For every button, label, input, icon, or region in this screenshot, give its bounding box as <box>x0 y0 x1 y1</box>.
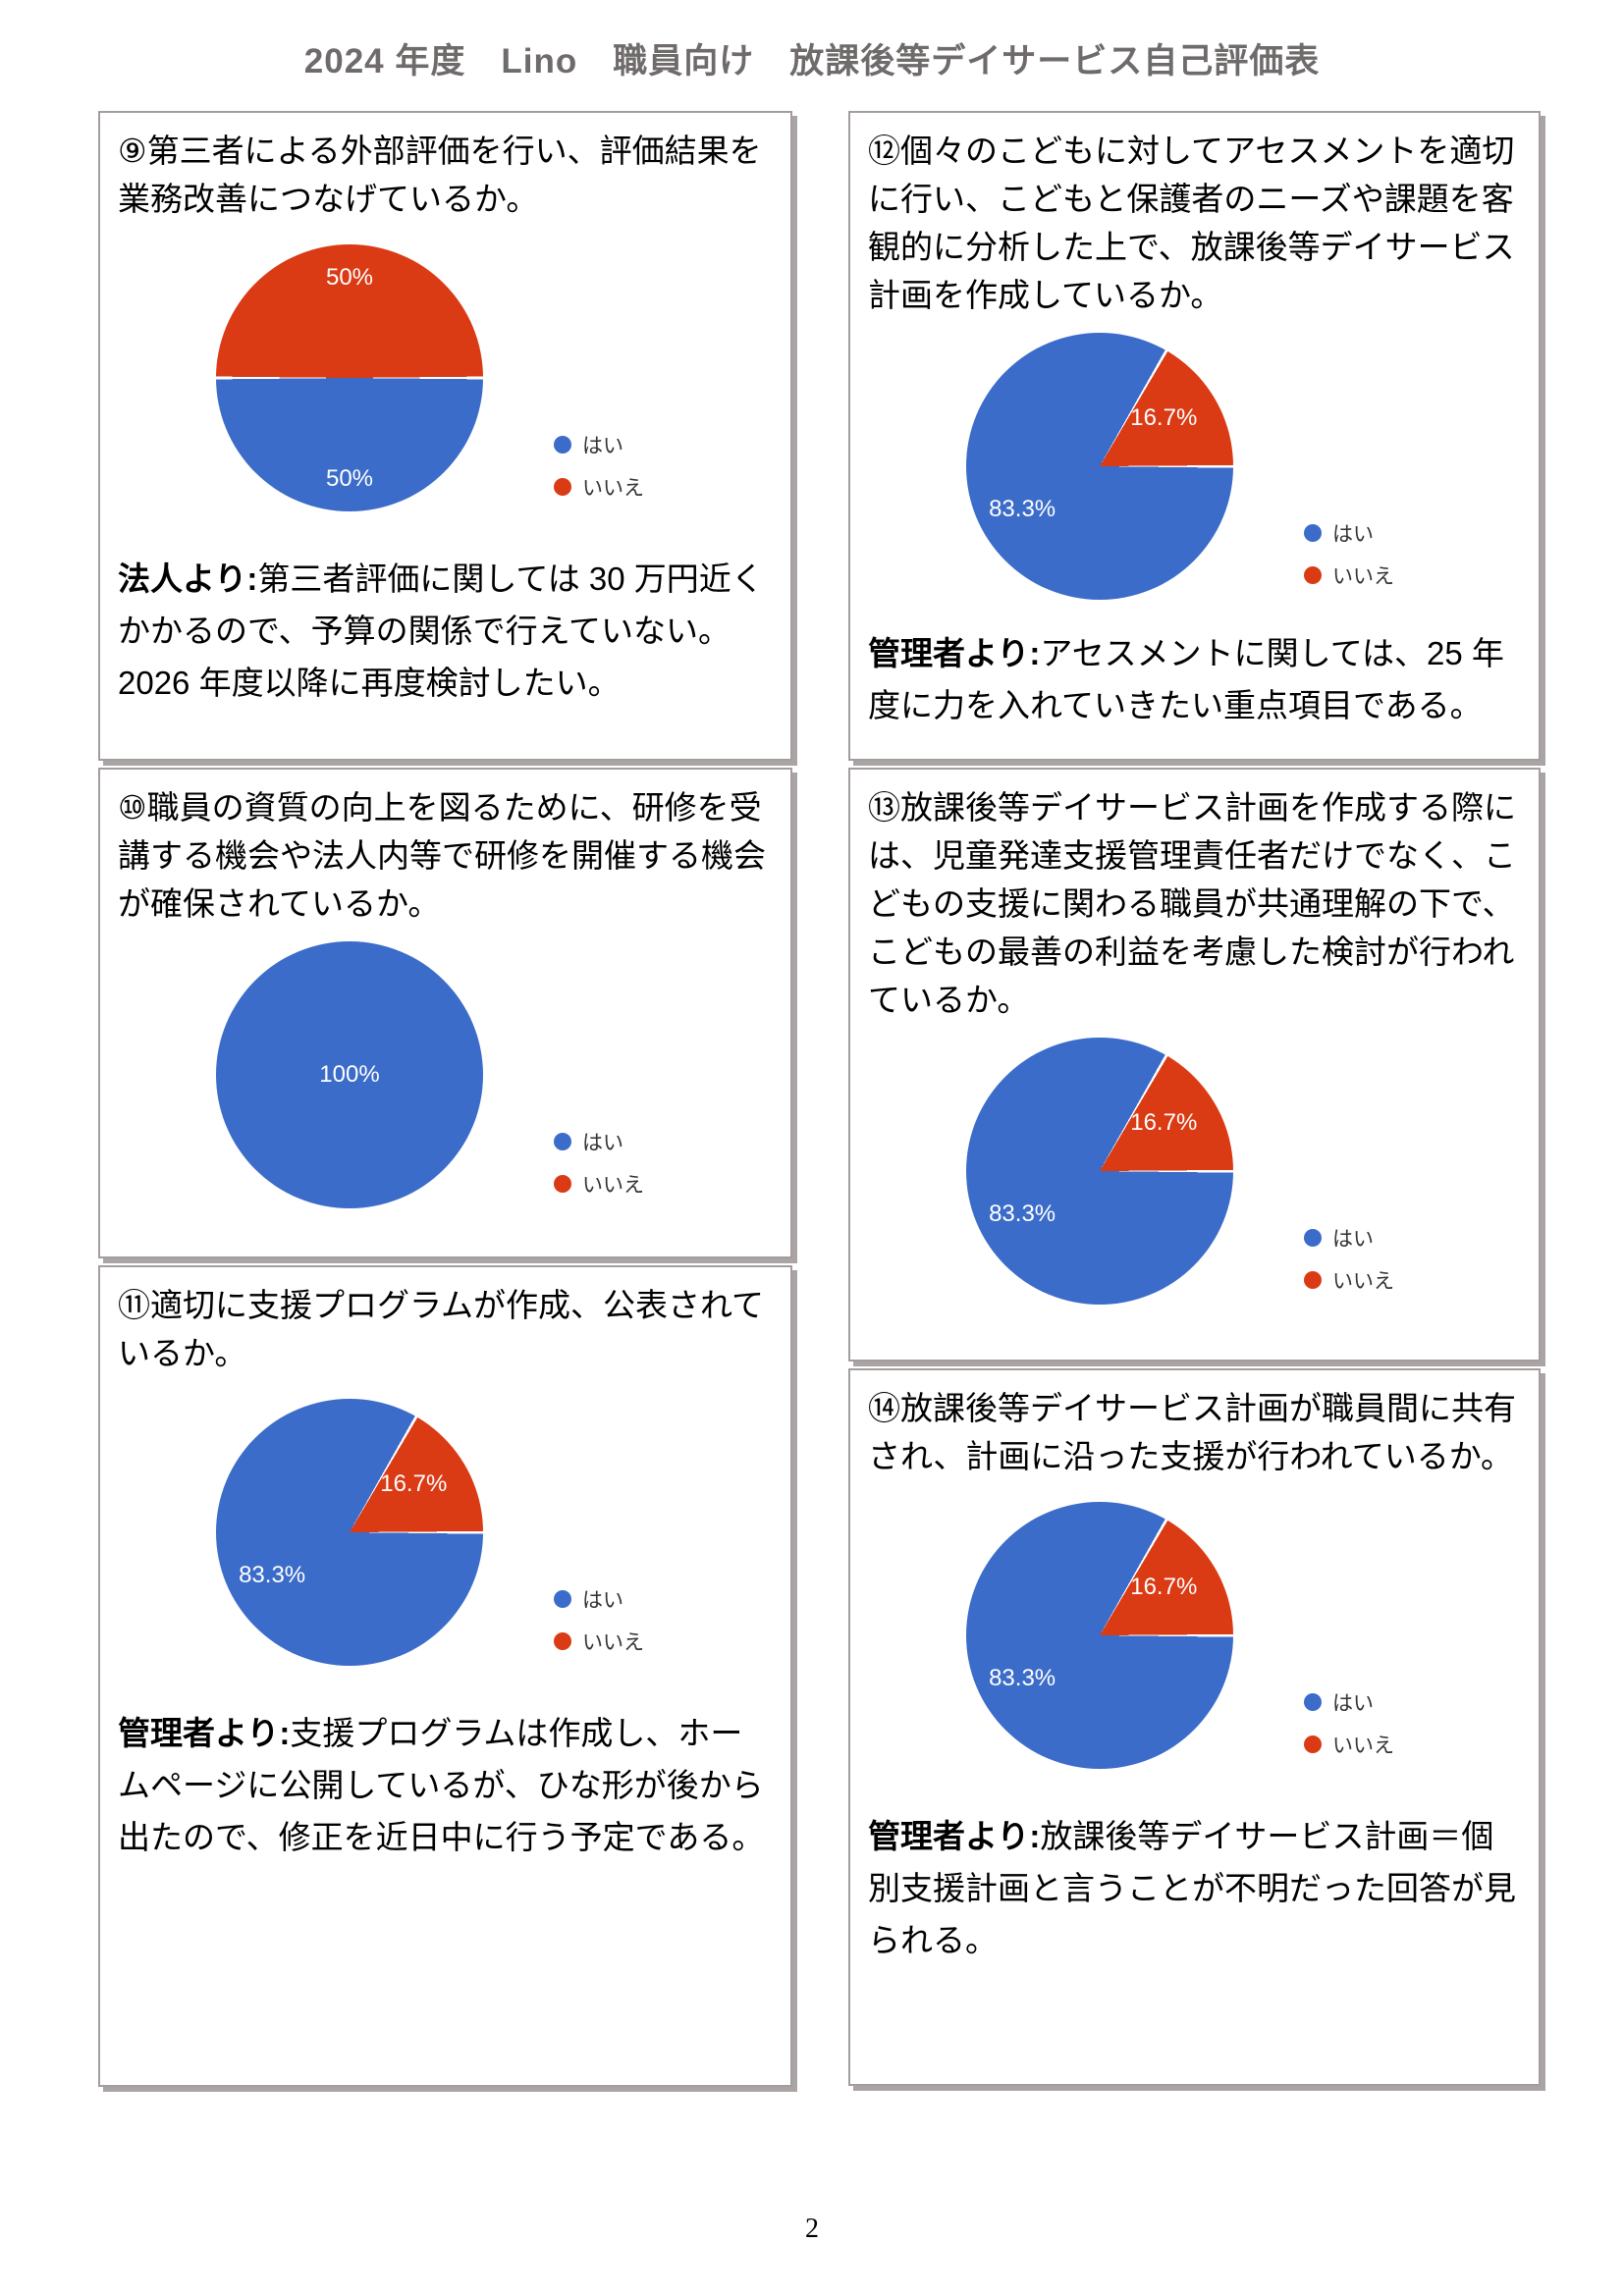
legend-yes-dot-icon <box>554 436 571 454</box>
comment-body-14: 放課後等デイサービス計画＝個別支援計画と言うことが不明だった回答が見られる。 <box>868 1818 1516 1958</box>
comment-body-9: 第三者評価に関しては 30 万円近くかかるので、予算の関係で行えていない。 <box>118 561 764 649</box>
question-box-13: ⑬放課後等デイサービス計画を作成する際には、児童発達支援管理責任者だけでなく、こ… <box>848 768 1541 1362</box>
legend-item-no: いいえ <box>1304 1730 1394 1759</box>
pie-value-label: 100% <box>319 1061 380 1088</box>
chart-legend-14: はい いいえ <box>1304 1687 1394 1759</box>
pie-chart-12: 16.7% 83.3% <box>966 333 1233 600</box>
question-text-14: ⑭放課後等デイサービス計画が職員間に共有され、計画に沿った支援が行われているか。 <box>868 1390 1516 1474</box>
page-number: 2 <box>805 2214 819 2244</box>
legend-no-dot-icon <box>554 1632 571 1650</box>
comment-author-11: 管理者より: <box>118 1715 291 1751</box>
chart-row-13: 16.7% 83.3% はい いいえ <box>868 1038 1521 1305</box>
chart-legend-10: はい いいえ <box>554 1127 644 1199</box>
chart-row-11: 16.7% 83.3% はい いいえ <box>118 1399 773 1666</box>
chart-row-12: 16.7% 83.3% はい いいえ <box>868 333 1521 600</box>
chart-row-14: 16.7% 83.3% はい いいえ <box>868 1502 1521 1769</box>
comment-9: 法人より:第三者評価に関しては 30 万円近くかかるので、予算の関係で行えていな… <box>118 553 773 657</box>
legend-no-label: いいえ <box>582 477 644 500</box>
question-box-12: ⑫個々のこどもに対してアセスメントを適切に行い、こどもと保護者のニーズや課題を客… <box>848 111 1541 761</box>
legend-no-dot-icon <box>1304 1271 1322 1289</box>
pie-chart-14: 16.7% 83.3% <box>966 1502 1233 1769</box>
question-text-11: ⑪適切に支援プログラムが作成、公表されているか。 <box>118 1287 765 1371</box>
legend-yes-dot-icon <box>1304 1693 1322 1711</box>
legend-yes-label: はい <box>582 1132 623 1154</box>
legend-no-label: いいえ <box>582 1174 644 1197</box>
legend-no-dot-icon <box>1304 1735 1322 1753</box>
pie-value-label: 83.3% <box>989 495 1056 522</box>
page-title: 2024 年度 Lino 職員向け 放課後等デイサービス自己評価表 <box>303 42 1321 80</box>
chart-row-10: 100% はい いいえ <box>118 941 773 1208</box>
legend-item-yes: はい <box>554 1127 644 1156</box>
legend-no-dot-icon <box>1304 566 1322 584</box>
comment-9-line2: 2026 年度以降に再度検討したい。 <box>118 665 621 701</box>
legend-yes-dot-icon <box>554 1133 571 1150</box>
chart-legend-12: はい いいえ <box>1304 518 1394 590</box>
legend-yes-label: はい <box>1332 1228 1374 1251</box>
pie-value-label: 83.3% <box>239 1561 306 1588</box>
comment-11: 管理者より:支援プログラムは作成し、ホームページに公開しているが、ひな形が後から… <box>118 1707 773 1863</box>
question-box-11: ⑪適切に支援プログラムが作成、公表されているか。 16.7% 83.3% はい い… <box>98 1265 792 2087</box>
question-text-9: ⑨第三者による外部評価を行い、評価結果を業務改善につなげているか。 <box>118 133 762 217</box>
legend-no-label: いいえ <box>1332 565 1394 588</box>
legend-yes-label: はい <box>582 435 623 457</box>
comment-author-14: 管理者より: <box>868 1818 1041 1854</box>
question-box-10: ⑩職員の資質の向上を図るために、研修を受講する機会や法人内等で研修を開催する機会… <box>98 768 792 1258</box>
chart-legend-13: はい いいえ <box>1304 1223 1394 1295</box>
legend-yes-label: はい <box>1332 523 1374 546</box>
legend-item-yes: はい <box>1304 518 1394 548</box>
content-columns: ⑨第三者による外部評価を行い、評価結果を業務改善につなげているか。 50% 50%… <box>98 111 1542 2094</box>
legend-item-yes: はい <box>554 430 644 459</box>
legend-no-dot-icon <box>554 1175 571 1193</box>
legend-item-no: いいえ <box>554 1627 644 1656</box>
legend-item-yes: はい <box>1304 1687 1394 1717</box>
legend-item-yes: はい <box>554 1584 644 1614</box>
pie-chart-9: 50% 50% <box>216 244 483 511</box>
question-box-14: ⑭放課後等デイサービス計画が職員間に共有され、計画に沿った支援が行われているか。… <box>848 1368 1541 2086</box>
pie-value-label: 50% <box>325 465 374 493</box>
chart-legend-11: はい いいえ <box>554 1584 644 1656</box>
right-column: ⑫個々のこどもに対してアセスメントを適切に行い、こどもと保護者のニーズや課題を客… <box>848 111 1541 2094</box>
pie-value-label: 83.3% <box>989 1664 1056 1691</box>
comment-author-12: 管理者より: <box>868 635 1041 671</box>
pie-value-label: 16.7% <box>1130 404 1198 432</box>
legend-item-no: いいえ <box>1304 561 1394 590</box>
comment-14: 管理者より:放課後等デイサービス計画＝個別支援計画と言うことが不明だった回答が見… <box>868 1810 1521 1966</box>
legend-yes-dot-icon <box>554 1590 571 1608</box>
question-box-9: ⑨第三者による外部評価を行い、評価結果を業務改善につなげているか。 50% 50%… <box>98 111 792 761</box>
legend-item-yes: はい <box>1304 1223 1394 1253</box>
legend-no-label: いいえ <box>1332 1735 1394 1757</box>
comment-body-12: アセスメントに関しては、25 年度に力を入れていきたい重点項目である。 <box>868 635 1504 723</box>
pie-value-label: 16.7% <box>380 1470 448 1498</box>
chart-legend-9: はい いいえ <box>554 430 644 502</box>
legend-item-no: いいえ <box>554 472 644 502</box>
legend-yes-dot-icon <box>1304 524 1322 542</box>
pie-chart-13: 16.7% 83.3% <box>966 1038 1233 1305</box>
legend-no-label: いいえ <box>582 1631 644 1654</box>
question-text-10: ⑩職員の資質の向上を図るために、研修を受講する機会や法人内等で研修を開催する機会… <box>118 789 766 922</box>
left-column: ⑨第三者による外部評価を行い、評価結果を業務改善につなげているか。 50% 50%… <box>98 111 792 2094</box>
legend-yes-label: はい <box>582 1589 623 1612</box>
legend-no-label: いいえ <box>1332 1270 1394 1293</box>
pie-value-label: 83.3% <box>989 1200 1056 1227</box>
legend-no-dot-icon <box>554 478 571 496</box>
legend-yes-label: はい <box>1332 1692 1374 1715</box>
pie-value-label: 16.7% <box>1130 1574 1198 1601</box>
question-text-13: ⑬放課後等デイサービス計画を作成する際には、児童発達支援管理責任者だけでなく、こ… <box>868 789 1516 1018</box>
comment-12: 管理者より:アセスメントに関しては、25 年度に力を入れていきたい重点項目である… <box>868 627 1521 731</box>
pie-value-label: 50% <box>325 264 374 291</box>
question-text-12: ⑫個々のこどもに対してアセスメントを適切に行い、こどもと保護者のニーズや課題を客… <box>868 133 1515 313</box>
legend-yes-dot-icon <box>1304 1229 1322 1247</box>
chart-row-9: 50% 50% はい いいえ <box>118 244 773 511</box>
comment-body-11: 支援プログラムは作成し、ホームページに公開しているが、ひな形が後から出たので、修… <box>118 1715 765 1855</box>
pie-chart-11: 16.7% 83.3% <box>216 1399 483 1666</box>
pie-chart-10: 100% <box>216 941 483 1208</box>
comment-author-9: 法人より: <box>118 561 258 597</box>
pie-value-label: 16.7% <box>1130 1109 1198 1137</box>
legend-item-no: いいえ <box>554 1169 644 1199</box>
legend-item-no: いいえ <box>1304 1265 1394 1295</box>
